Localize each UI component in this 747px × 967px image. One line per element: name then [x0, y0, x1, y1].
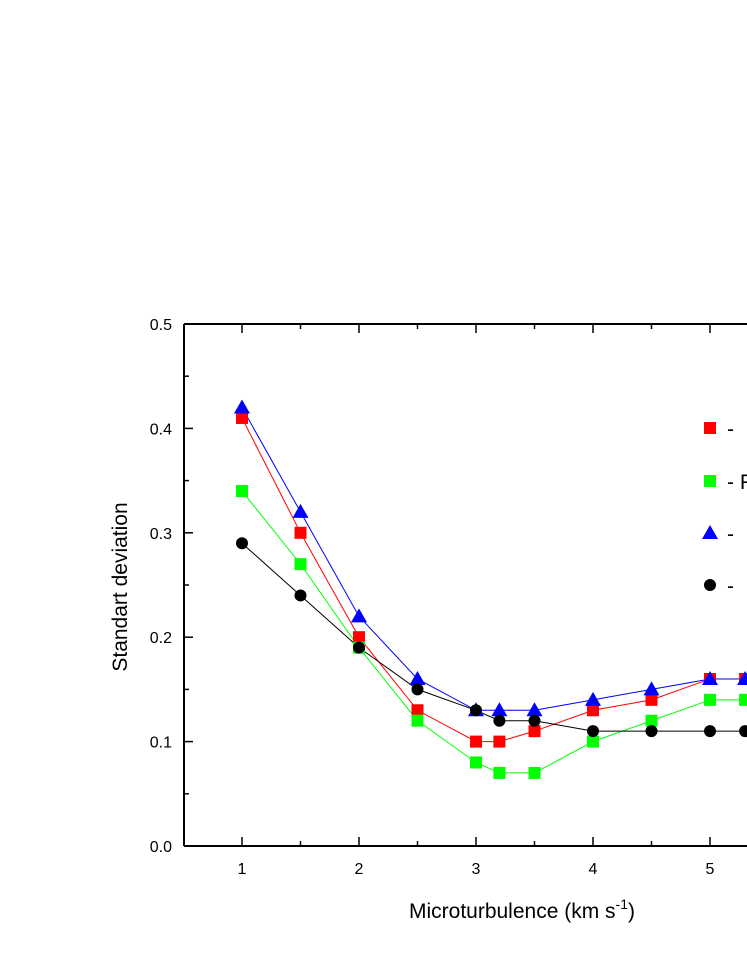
series-2-point — [236, 485, 248, 498]
series-3-point — [292, 503, 309, 518]
series-4-point — [236, 537, 248, 550]
series-3-line — [241, 407, 746, 711]
series-2-point — [587, 735, 599, 748]
series-2-point — [739, 693, 747, 706]
series-4-point — [587, 725, 599, 738]
series-1-point — [236, 411, 248, 424]
series-2-point — [704, 693, 716, 706]
series-3-point — [585, 691, 601, 706]
series-4-point — [411, 683, 424, 696]
series-1-point — [294, 526, 307, 539]
series-2-point — [470, 756, 482, 769]
series-4-point — [528, 714, 541, 727]
legend-label-3: - — [727, 523, 734, 546]
axes — [183, 323, 747, 847]
series-3-point — [643, 681, 660, 696]
x-tick-label: 5 — [706, 861, 715, 878]
series-1-line — [241, 417, 746, 743]
legend-label-1: - — [727, 418, 734, 441]
series-1-point — [493, 735, 506, 748]
legend-marker-3 — [702, 525, 718, 539]
series-2-line — [241, 490, 746, 774]
x-tick-label: 1 — [238, 861, 247, 878]
series-4-line — [241, 542, 746, 732]
series-3-point — [702, 670, 718, 685]
plot-markers — [234, 399, 747, 779]
series-3-point — [491, 702, 508, 717]
series-3-point — [351, 608, 367, 623]
plot-lines — [241, 407, 746, 774]
series-3-point — [234, 399, 250, 414]
x-axis-title-main: Microturbulence (km s — [409, 900, 616, 923]
y-tick-label: 0.4 — [150, 421, 172, 438]
series-1-point — [645, 693, 658, 706]
series-1-point — [470, 735, 482, 748]
series-4-point — [739, 725, 747, 738]
x-tick-label: 4 — [589, 861, 598, 878]
x-tick-label: 2 — [355, 861, 364, 878]
y-tick-label: 0.1 — [150, 735, 172, 752]
series-1-point — [353, 631, 365, 644]
series-1-point — [528, 725, 541, 738]
series-2-point — [528, 766, 541, 779]
legend-label-4: - — [727, 575, 734, 598]
x-axis-title: Microturbulence (km s-1) — [409, 896, 635, 923]
legend-label-2: - F — [727, 471, 747, 494]
series-1-point — [411, 704, 424, 717]
series-2-point — [493, 766, 506, 779]
legend: - - F - - — [702, 418, 747, 598]
series-4-point — [704, 725, 716, 738]
legend-marker-2 — [704, 475, 716, 487]
series-2-point — [294, 558, 307, 571]
y-tick-label: 0.5 — [150, 317, 172, 334]
legend-marker-1 — [704, 422, 716, 434]
series-4-point — [294, 589, 307, 602]
x-axis-title-end: ) — [628, 900, 635, 923]
y-tick-label: 0.0 — [150, 839, 172, 856]
series-3-point — [409, 670, 426, 685]
series-3-point — [526, 702, 543, 717]
series-3-point — [737, 670, 747, 685]
legend-marker-4 — [704, 579, 716, 591]
x-tick-label: 3 — [472, 861, 481, 878]
series-1-point — [587, 704, 599, 717]
y-axis-title: Standart deviation — [109, 502, 132, 671]
tick-labels: 1 2 3 4 5 0.0 0.1 0.2 0.3 0.4 0.5 — [150, 317, 715, 878]
y-tick-label: 0.2 — [150, 630, 172, 647]
series-4-point — [493, 714, 506, 727]
series-4-point — [353, 641, 365, 654]
series-4-point — [470, 704, 482, 717]
series-2-point — [645, 714, 658, 727]
series-2-point — [411, 714, 424, 727]
series-4-point — [645, 725, 658, 738]
y-tick-label: 0.3 — [150, 526, 172, 543]
x-axis-title-superscript: -1 — [616, 896, 629, 912]
